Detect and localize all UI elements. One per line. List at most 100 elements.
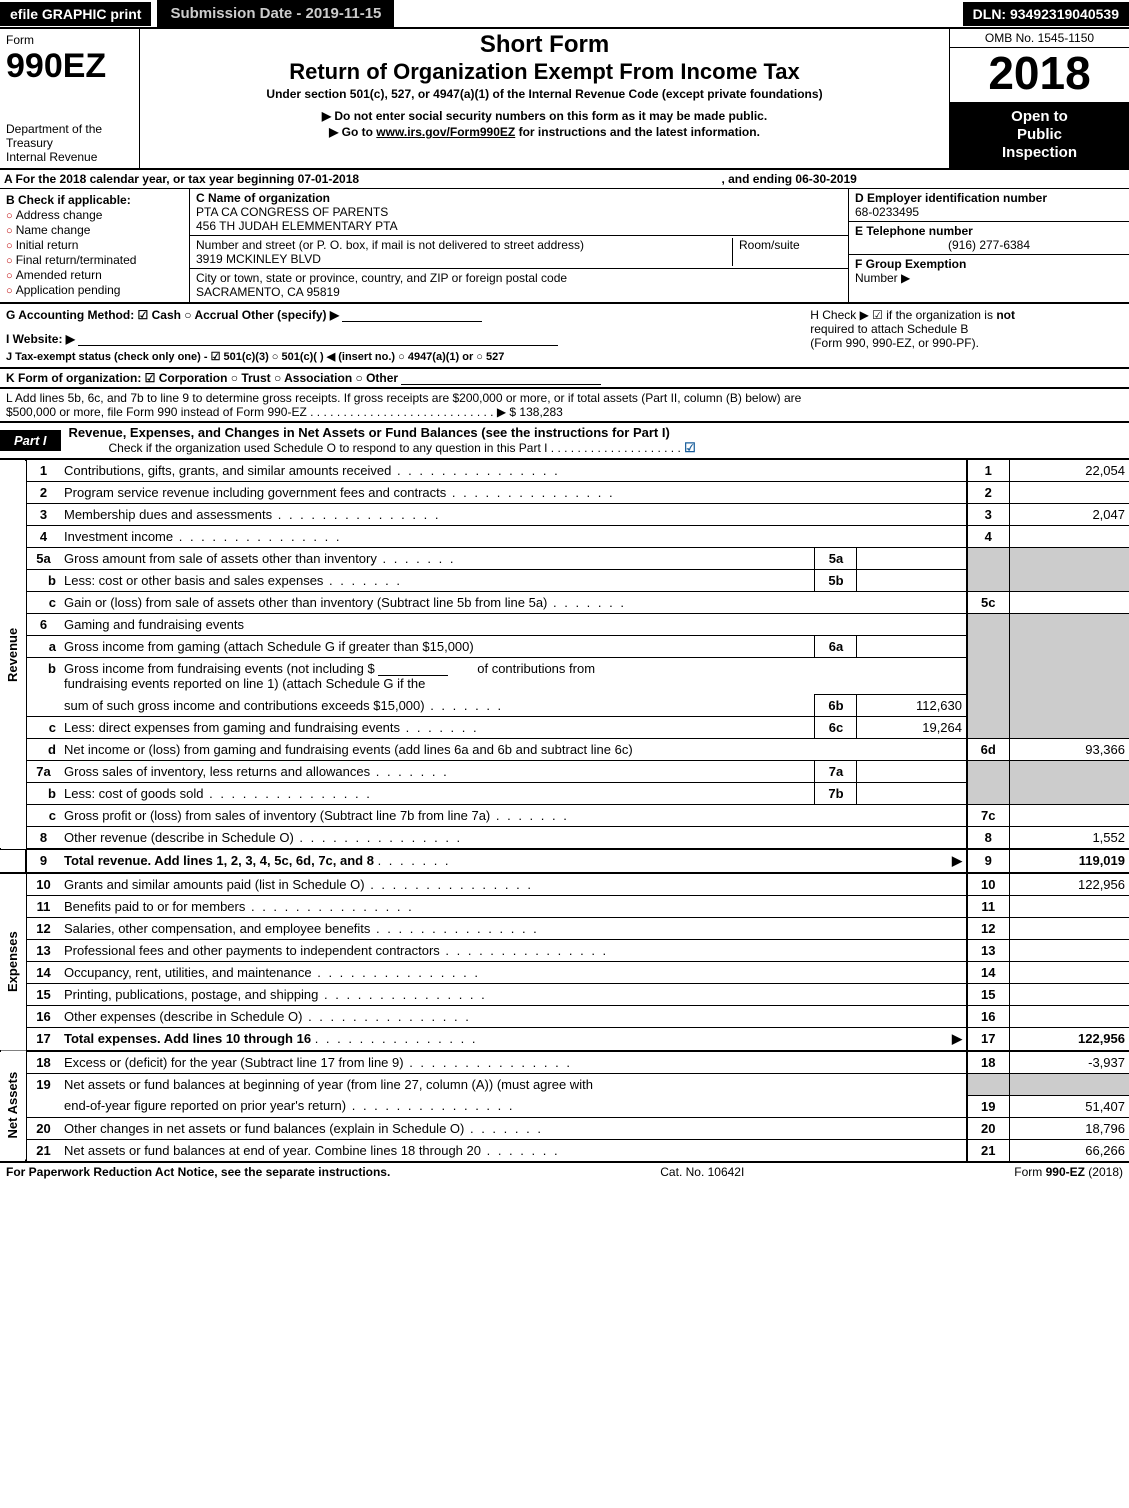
l4-val	[1009, 526, 1129, 548]
l7b-g1	[967, 783, 1009, 805]
l6a-no: a	[26, 636, 60, 658]
k-other-input[interactable]	[401, 371, 601, 385]
l19-g1	[967, 1074, 1009, 1096]
h-not: not	[996, 308, 1015, 322]
l7c-desc: Gross profit or (loss) from sales of inv…	[60, 805, 967, 827]
line-7b: b Less: cost of goods sold 7b	[0, 783, 1129, 805]
l6-no: 6	[26, 614, 60, 636]
l6b-d2: fundraising events reported on line 1) (…	[64, 676, 425, 691]
c-label: C Name of organization	[196, 191, 330, 205]
d-ein-block: D Employer identification number 68-0233…	[849, 189, 1129, 222]
l5b-sref: 5b	[815, 570, 857, 592]
l15-no: 15	[26, 984, 60, 1006]
l6b-g2	[1009, 658, 1129, 695]
l7a-no: 7a	[26, 761, 60, 783]
l9-tri-icon	[952, 853, 962, 869]
l10-val: 122,956	[1009, 873, 1129, 896]
line-7c: c Gross profit or (loss) from sales of i…	[0, 805, 1129, 827]
k-label: K Form of organization: ☑ Corporation ○ …	[6, 371, 398, 385]
g-accounting: G Accounting Method: ☑ Cash ○ Accrual Ot…	[6, 308, 810, 363]
line-9: 9 Total revenue. Add lines 1, 2, 3, 4, 5…	[0, 849, 1129, 873]
l15-ref: 15	[967, 984, 1009, 1006]
irs-link[interactable]: www.irs.gov/Form990EZ	[376, 125, 515, 139]
addr-label: Number and street (or P. O. box, if mail…	[196, 238, 584, 252]
l6d-desc: Net income or (loss) from gaming and fun…	[60, 739, 967, 761]
g-other-input[interactable]	[342, 308, 482, 322]
l5a-sval	[857, 548, 967, 570]
line-19-b: end-of-year figure reported on prior yea…	[0, 1095, 1129, 1117]
footer-right: Form 990-EZ (2018)	[1014, 1165, 1123, 1179]
footer-cat-no: Cat. No. 10642I	[390, 1165, 1014, 1179]
l15-desc: Printing, publications, postage, and shi…	[60, 984, 967, 1006]
l6b-g4	[1009, 695, 1129, 717]
line-a-end: , and ending 06-30-2019	[721, 172, 1125, 186]
header-right: OMB No. 1545-1150 2018 Open to Public In…	[949, 29, 1129, 168]
chk-amended-return[interactable]: Amended return	[6, 268, 183, 282]
line-6b-2: sum of such gross income and contributio…	[0, 695, 1129, 717]
chk-address-change[interactable]: Address change	[6, 208, 183, 222]
l16-val	[1009, 1006, 1129, 1028]
l6d-val: 93,366	[1009, 739, 1129, 761]
l5a-g2	[1009, 548, 1129, 570]
e-label: E Telephone number	[855, 224, 973, 238]
l6c-no: c	[26, 717, 60, 739]
chk-final-return[interactable]: Final return/terminated	[6, 253, 183, 267]
goto-pre: Go to	[342, 125, 377, 139]
l6a-sref: 6a	[815, 636, 857, 658]
l5a-g1	[967, 548, 1009, 570]
l17-tri-icon	[952, 1031, 962, 1047]
l19-g2	[1009, 1074, 1129, 1096]
l5b-g1	[967, 570, 1009, 592]
footer-right-post: (2018)	[1085, 1165, 1123, 1179]
part1-title-text: Revenue, Expenses, and Changes in Net As…	[69, 425, 670, 440]
l2-desc: Program service revenue including govern…	[60, 482, 967, 504]
l5a-desc: Gross amount from sale of assets other t…	[60, 548, 815, 570]
part1-tab: Part I	[0, 430, 61, 451]
org-name-2: 456 TH JUDAH ELEMMENTARY PTA	[196, 219, 398, 233]
line-6c: c Less: direct expenses from gaming and …	[0, 717, 1129, 739]
top-bar: efile GRAPHIC print Submission Date - 20…	[0, 0, 1129, 29]
subtitle-ssn-warning: Do not enter social security numbers on …	[148, 109, 941, 123]
dept-line2: Treasury	[6, 136, 133, 150]
l6a-g1	[967, 636, 1009, 658]
l3-ref: 3	[967, 504, 1009, 526]
c-city-block: City or town, state or province, country…	[190, 269, 848, 301]
part1-check-text: Check if the organization used Schedule …	[69, 441, 685, 455]
l4-no: 4	[26, 526, 60, 548]
l3-desc: Membership dues and assessments	[60, 504, 967, 526]
line-11: 11 Benefits paid to or for members 11	[0, 896, 1129, 918]
l14-val	[1009, 962, 1129, 984]
tax-year: 2018	[950, 48, 1129, 102]
l-text-1: L Add lines 5b, 6c, and 7b to line 9 to …	[6, 391, 801, 405]
l20-ref: 20	[967, 1117, 1009, 1139]
website-input[interactable]	[78, 332, 558, 346]
line-10: Expenses 10 Grants and similar amounts p…	[0, 873, 1129, 896]
org-name-1: PTA CA CONGRESS OF PARENTS	[196, 205, 388, 219]
l6d-no: d	[26, 739, 60, 761]
h-text-3: (Form 990, 990-EZ, or 990-PF).	[810, 336, 979, 350]
l21-desc: Net assets or fund balances at end of ye…	[60, 1139, 967, 1161]
section-revenue-label: Revenue	[0, 460, 26, 849]
col-b: B Check if applicable: Address change Na…	[0, 189, 190, 302]
line-5c: c Gain or (loss) from sale of assets oth…	[0, 592, 1129, 614]
efile-print-button[interactable]: efile GRAPHIC print	[0, 2, 151, 26]
open-l2: Public	[954, 126, 1125, 144]
l6a-desc: Gross income from gaming (attach Schedul…	[60, 636, 815, 658]
l6-g1	[967, 614, 1009, 636]
page-footer: For Paperwork Reduction Act Notice, see …	[0, 1161, 1129, 1181]
chk-initial-return[interactable]: Initial return	[6, 238, 183, 252]
l13-no: 13	[26, 940, 60, 962]
l21-no: 21	[26, 1139, 60, 1161]
l5b-desc: Less: cost or other basis and sales expe…	[60, 570, 815, 592]
l7a-desc: Gross sales of inventory, less returns a…	[60, 761, 815, 783]
chk-name-change[interactable]: Name change	[6, 223, 183, 237]
line-2: 2 Program service revenue including gove…	[0, 482, 1129, 504]
row-k: K Form of organization: ☑ Corporation ○ …	[0, 367, 1129, 387]
l5c-no: c	[26, 592, 60, 614]
l9-val: 119,019	[1009, 849, 1129, 873]
l6b-amount-input[interactable]	[378, 662, 448, 676]
line-6b: b Gross income from fundraising events (…	[0, 658, 1129, 695]
chk-application-pending[interactable]: Application pending	[6, 283, 183, 297]
line-15: 15 Printing, publications, postage, and …	[0, 984, 1129, 1006]
l19-no: 19	[26, 1074, 60, 1118]
